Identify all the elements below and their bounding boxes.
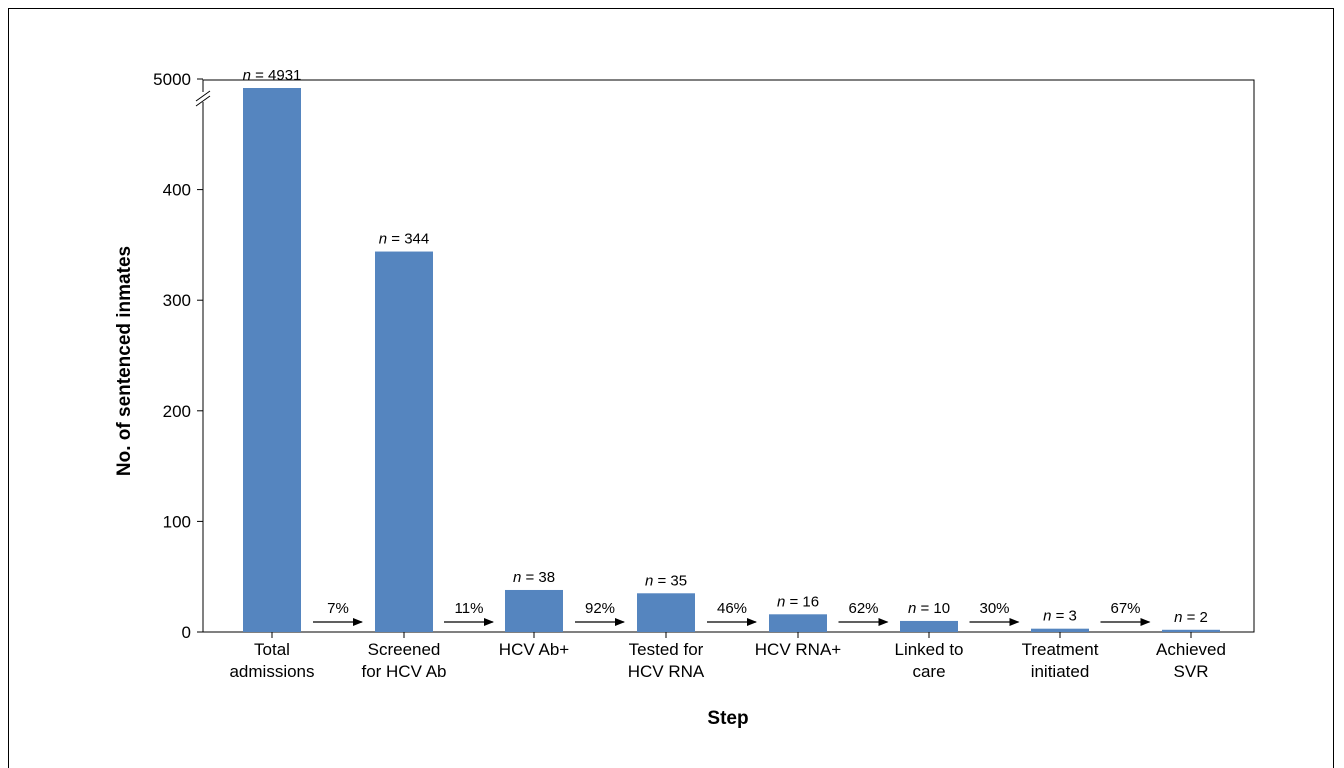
bar	[1162, 629, 1220, 632]
x-tick-label: for HCV Ab	[361, 662, 446, 681]
transition-percent-label: 67%	[1110, 600, 1140, 617]
y-tick-label: 100	[163, 512, 191, 531]
x-tick-label: Linked to	[895, 640, 964, 659]
x-tick-label: HCV Ab+	[499, 640, 569, 659]
x-axis-title: Step	[707, 708, 748, 729]
transition-percent-label: 46%	[717, 600, 747, 617]
bar-value-label: n = 3	[1043, 608, 1077, 625]
x-tick-label: admissions	[229, 662, 314, 681]
x-tick-label: HCV RNA+	[755, 640, 842, 659]
transition-percent-label: 11%	[455, 600, 484, 617]
figure-frame	[8, 8, 1334, 768]
x-tick-label: Tested for	[629, 640, 704, 659]
chart-axes: 0 100 200 300 400 5000	[153, 70, 1255, 642]
plot-area-border	[202, 79, 1255, 633]
axis-break-gap	[195, 92, 211, 102]
x-tick-label: Treatment	[1022, 640, 1099, 659]
y-axis-title: No. of sentenced inmates	[114, 246, 135, 476]
x-tick-label: Total	[254, 640, 290, 659]
y-tick-label: 0	[182, 623, 191, 642]
x-tick-label: SVR	[1174, 662, 1209, 681]
bar-value-label: n = 2	[1174, 609, 1208, 626]
transition-percent-label: 62%	[848, 600, 878, 617]
bar-value-label: n = 16	[777, 593, 819, 610]
bar	[769, 614, 827, 632]
x-tick-label: Achieved	[1156, 640, 1226, 659]
x-tick-label: HCV RNA	[628, 662, 705, 681]
transition-percent-label: 92%	[585, 600, 615, 617]
bar	[900, 620, 958, 632]
axis-break-mark	[195, 95, 211, 107]
bar	[637, 593, 695, 632]
bar	[1031, 628, 1089, 632]
x-tick-label: Screened	[368, 640, 441, 659]
x-tick-label: care	[912, 662, 945, 681]
y-tick-label: 5000	[153, 70, 191, 89]
bar-value-label: n = 344	[379, 231, 429, 248]
axis-break-mark	[195, 90, 211, 102]
x-tick-label: initiated	[1031, 662, 1090, 681]
bar-value-label: n = 4931	[243, 67, 302, 84]
bar-value-label: n = 38	[513, 569, 555, 586]
y-tick-label: 300	[163, 291, 191, 310]
bar	[505, 589, 563, 632]
bar-value-label: n = 35	[645, 572, 687, 589]
chart-bars	[243, 88, 1220, 632]
transition-percent-label: 7%	[327, 600, 349, 617]
transition-percent-label: 30%	[979, 600, 1009, 617]
chart-labels: n = 4931 Total admissions n = 344 Screened fo…	[229, 67, 1225, 681]
bar	[243, 88, 301, 632]
bar-value-label: n = 10	[908, 600, 950, 617]
bar	[375, 251, 433, 632]
y-tick-label: 400	[163, 181, 191, 200]
y-tick-label: 200	[163, 402, 191, 421]
